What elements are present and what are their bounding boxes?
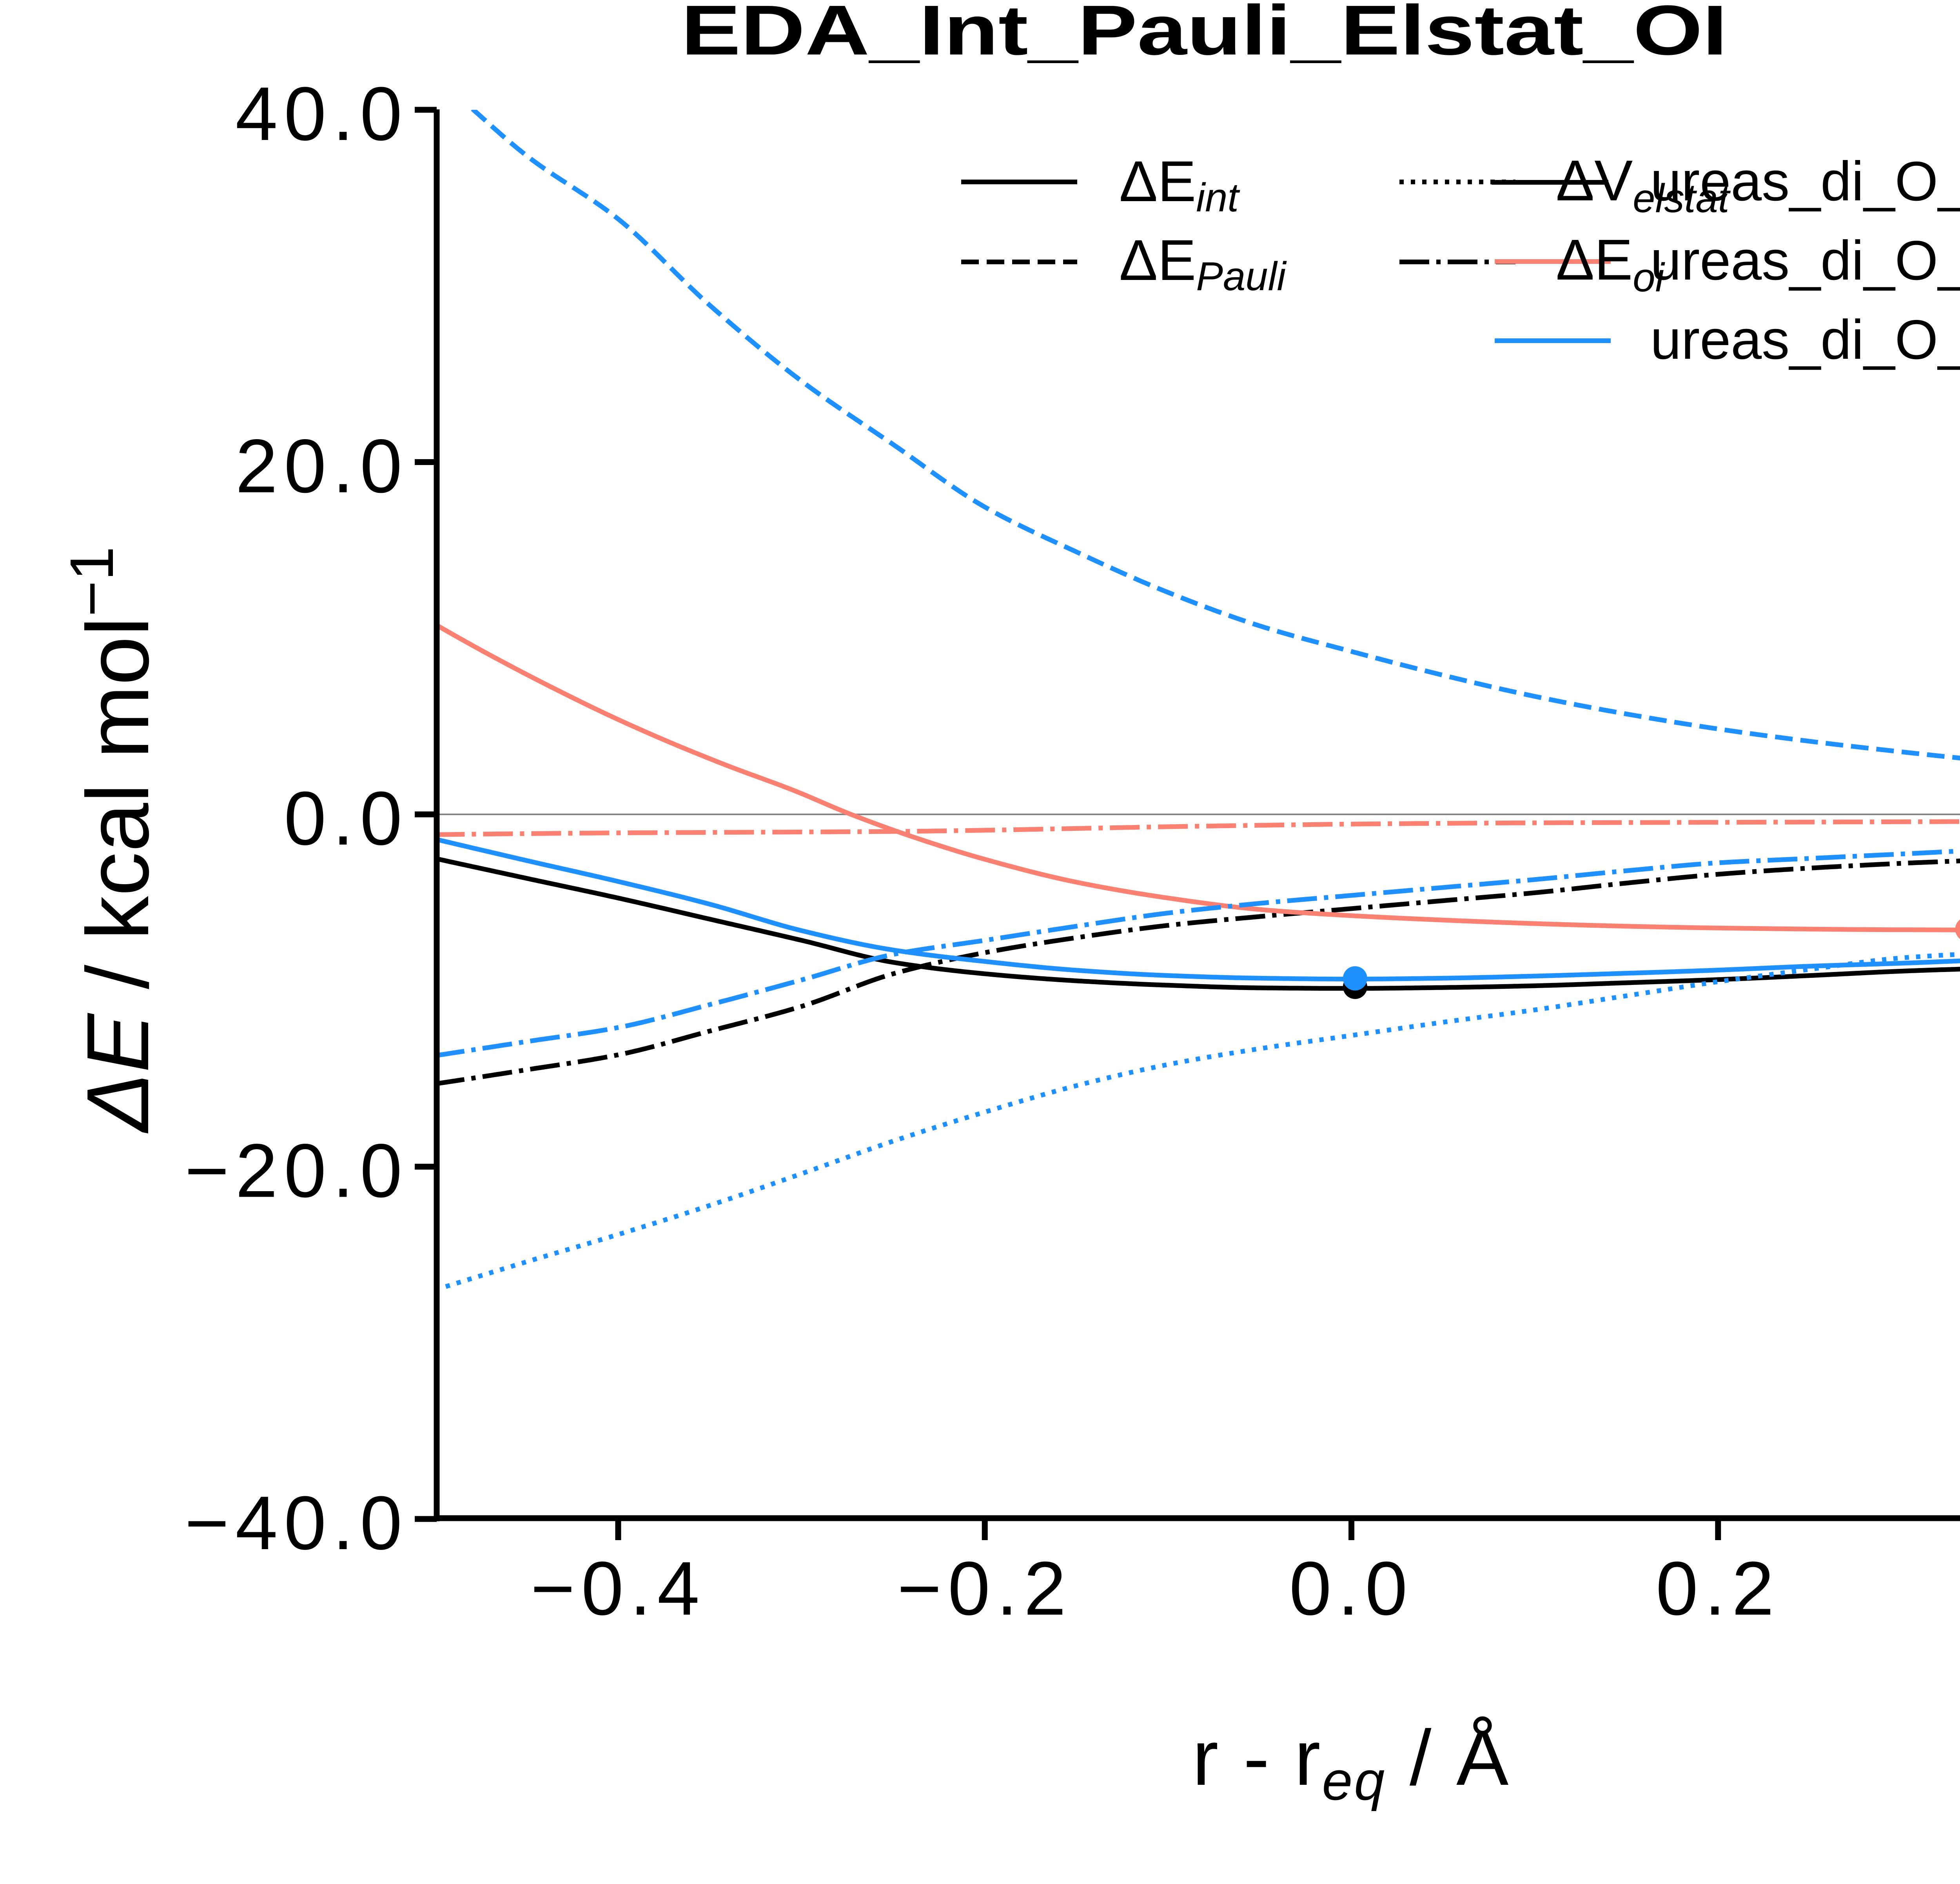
svg-text:ureas_di_O_Cs_sigma: ureas_di_O_Cs_sigma — [1650, 309, 1960, 371]
svg-text:−40.0: −40.0 — [185, 1481, 408, 1566]
svg-text:0.0: 0.0 — [1289, 1546, 1414, 1631]
svg-text:40.0: 40.0 — [235, 71, 408, 156]
svg-text:0.2: 0.2 — [1656, 1546, 1780, 1631]
svg-text:r - req / Å: r - req / Å — [1192, 1714, 1510, 1811]
svg-text:0.0: 0.0 — [284, 776, 408, 861]
svg-text:20.0: 20.0 — [235, 424, 408, 509]
svg-text:−0.2: −0.2 — [897, 1546, 1073, 1631]
svg-text:−20.0: −20.0 — [185, 1128, 408, 1214]
svg-text:−0.4: −0.4 — [531, 1546, 706, 1631]
svg-text:ureas_di_O_Cs_pi: ureas_di_O_Cs_pi — [1650, 229, 1960, 292]
svg-text:ΔE / kcal mol−1: ΔE / kcal mol−1 — [58, 547, 167, 1134]
svg-text:EDA_Int_Pauli_Elstat_OI: EDA_Int_Pauli_Elstat_OI — [681, 0, 1728, 70]
svg-text:ureas_di_O_Cs_all: ureas_di_O_Cs_all — [1650, 150, 1960, 213]
